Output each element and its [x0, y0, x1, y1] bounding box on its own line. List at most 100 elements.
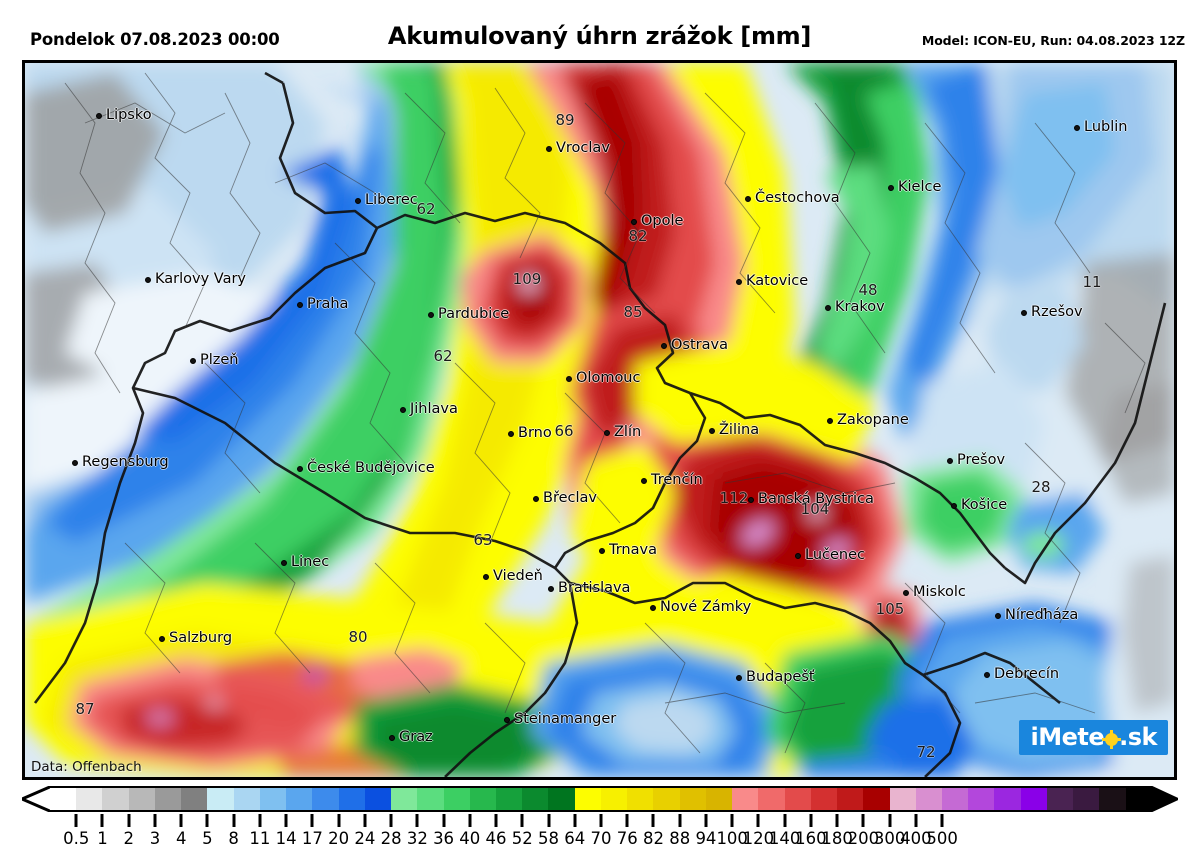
- city-label: Katovice: [746, 273, 809, 289]
- colorbar-tick-label: 200: [847, 829, 880, 848]
- city-label: Olomouc: [576, 370, 641, 386]
- city-label: Zlín: [614, 424, 642, 440]
- colorbar-tick-label: 120: [742, 829, 775, 848]
- city-dot-icon: [428, 312, 434, 318]
- colorbar-segment: [338, 788, 365, 810]
- city-label: Prešov: [957, 452, 1006, 468]
- colorbar-tick-label: 0.5: [63, 829, 90, 848]
- city-label: Trnava: [609, 542, 657, 558]
- colorbar-tick-label: 20: [328, 829, 350, 848]
- city-dot-icon: [736, 675, 742, 681]
- city-dot-icon: [599, 548, 605, 554]
- colorbar-tick: [337, 814, 341, 827]
- colorbar-tick: [573, 814, 577, 827]
- city-label: Lublin: [1084, 119, 1128, 135]
- city-dot-icon: [159, 636, 165, 642]
- city-label: Debrecín: [994, 666, 1060, 682]
- colorbar-segment: [679, 788, 706, 810]
- colorbar-tick: [100, 814, 104, 827]
- city-dot-icon: [641, 478, 647, 484]
- city-label: Ostrava: [671, 337, 728, 353]
- colorbar-segment: [443, 788, 470, 810]
- colorbar-tick-labels: 0.5 1 2 3 4 5 8 11 14 17 20 24 28 32 36 40 46 52 58 64 70 76 8…: [50, 829, 1152, 855]
- city-label: České Budějovice: [307, 460, 435, 476]
- colorbar-segment: [495, 788, 523, 810]
- colorbar-tick: [415, 814, 419, 827]
- city-label: Košice: [961, 497, 1008, 513]
- city-label: Praha: [307, 296, 349, 312]
- precipitation-value-label: 11: [1082, 273, 1102, 291]
- colorbar-tick-label: 400: [900, 829, 932, 848]
- city-dot-icon: [748, 497, 754, 503]
- city-label: Vroclav: [556, 140, 610, 156]
- colorbar-tick: [651, 814, 655, 827]
- colorbar-segment: [259, 788, 287, 810]
- city-label: Jihlava: [410, 401, 458, 417]
- logo-text-after: .sk: [1119, 723, 1157, 751]
- precipitation-value-label: 63: [473, 531, 493, 549]
- colorbar-segment: [863, 788, 890, 810]
- colorbar-tick-label: 4: [175, 829, 187, 848]
- colorbar-segment: [391, 788, 418, 810]
- precipitation-value-label: 48: [858, 281, 878, 299]
- precipitation-value-label: 66: [554, 422, 574, 440]
- colorbar-tick-label: 1: [97, 829, 108, 848]
- colorbar-tick: [153, 814, 157, 827]
- colorbar-segment: [469, 788, 496, 810]
- colorbar-tick: [730, 814, 734, 827]
- colorbar-tick: [520, 814, 524, 827]
- city-dot-icon: [1021, 310, 1027, 316]
- city-dot-icon: [736, 279, 742, 285]
- colorbar-tick-label: 76: [616, 829, 638, 848]
- colorbar-segment: [600, 788, 628, 810]
- city-dot-icon: [604, 430, 610, 436]
- precipitation-value-label: 89: [555, 111, 575, 129]
- city-dot-icon: [504, 717, 510, 723]
- colorbar-segment: [1046, 788, 1074, 810]
- colorbar-segment: [705, 788, 733, 810]
- city-dot-icon: [661, 343, 667, 349]
- colorbar-tick-label: 94: [695, 829, 717, 848]
- colorbar-tick-label: 160: [795, 829, 827, 848]
- precipitation-map[interactable]: Lipsko Lublin Liberec Vroclav Čestochova Kiel…: [22, 60, 1177, 780]
- colorbar-segment: [758, 788, 785, 810]
- colorbar-segment: [810, 788, 838, 810]
- colorbar-tick-label: 28: [380, 829, 402, 848]
- precipitation-value-label: 109: [512, 270, 542, 288]
- colorbar-segment: [968, 788, 995, 810]
- colorbar-tick: [547, 814, 551, 827]
- city-label: Zakopane: [837, 412, 909, 428]
- colorbar-tick-label: 46: [485, 829, 507, 848]
- city-dot-icon: [281, 560, 287, 566]
- city-dot-icon: [389, 735, 395, 741]
- imeteo-logo[interactable]: iMete .sk: [1019, 720, 1168, 755]
- precipitation-value-label: 105: [875, 600, 905, 618]
- colorbar-legend[interactable]: 0.5 1 2 3 4 5 8 11 14 17 20 24 28 32 36 40 46 52 58 64 70 76 8…: [22, 786, 1178, 858]
- colorbar-ticks: [50, 814, 1152, 827]
- colorbar-high-extend-arrow: [1150, 786, 1178, 812]
- colorbar-segment: [364, 788, 392, 810]
- city-dot-icon: [650, 605, 656, 611]
- colorbar-segment: [102, 788, 129, 810]
- city-label: Graz: [399, 729, 433, 745]
- city-dot-icon: [951, 503, 957, 509]
- colorbar-tick: [205, 814, 209, 827]
- colorbar-tick: [179, 814, 183, 827]
- colorbar-segment: [154, 788, 182, 810]
- colorbar-tick-label: 11: [249, 829, 271, 848]
- colorbar-tick: [914, 814, 918, 827]
- city-dot-icon: [745, 196, 751, 202]
- colorbar-tick: [310, 814, 314, 827]
- city-dot-icon: [709, 428, 715, 434]
- city-dot-icon: [1074, 125, 1080, 131]
- city-dot-icon: [947, 458, 953, 464]
- colorbar-segment: [1073, 788, 1100, 810]
- city-label: Opole: [641, 213, 684, 229]
- colorbar-segment: [207, 788, 234, 810]
- colorbar-tick: [284, 814, 288, 827]
- city-label: Plzeň: [200, 352, 239, 368]
- city-dot-icon: [483, 574, 489, 580]
- city-label: Nové Zámky: [660, 599, 752, 615]
- header: Pondelok 07.08.2023 00:00 Akumulovaný úh…: [0, 0, 1199, 60]
- city-label: Rzešov: [1031, 304, 1083, 320]
